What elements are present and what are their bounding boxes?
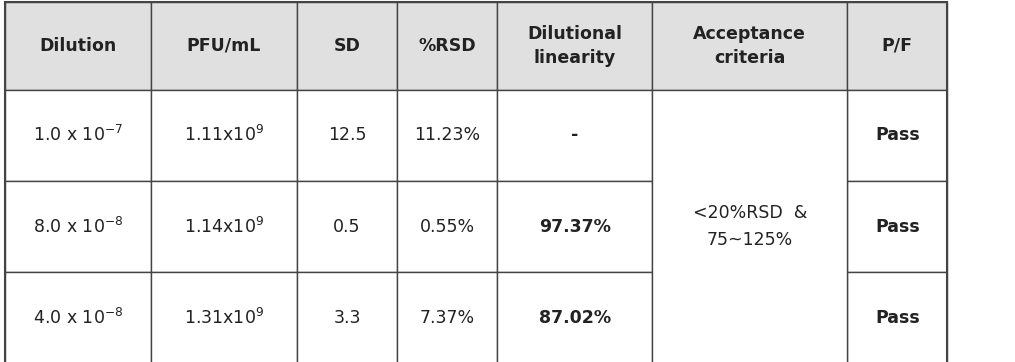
Bar xyxy=(5,181,151,272)
Bar xyxy=(397,181,497,272)
Text: 0.55%: 0.55% xyxy=(419,218,475,236)
Bar xyxy=(297,90,397,181)
Text: 3.3: 3.3 xyxy=(333,309,360,327)
Bar xyxy=(497,90,653,181)
Bar xyxy=(497,181,653,272)
Text: P/F: P/F xyxy=(882,37,912,55)
Text: 7.37%: 7.37% xyxy=(419,309,475,327)
Bar xyxy=(297,2,397,90)
Text: -: - xyxy=(570,126,579,144)
Text: 4.0 x 10$^{-8}$: 4.0 x 10$^{-8}$ xyxy=(32,308,123,328)
Text: Pass: Pass xyxy=(875,126,920,144)
Bar xyxy=(397,272,497,362)
Bar xyxy=(151,181,297,272)
Text: 1.14x10$^{9}$: 1.14x10$^{9}$ xyxy=(184,216,264,237)
Text: Pass: Pass xyxy=(875,309,920,327)
Text: Acceptance
criteria: Acceptance criteria xyxy=(693,25,806,67)
Text: Dilution: Dilution xyxy=(40,37,117,55)
Text: 87.02%: 87.02% xyxy=(539,309,611,327)
Bar xyxy=(848,181,947,272)
Bar xyxy=(151,272,297,362)
Bar xyxy=(653,90,848,362)
Bar xyxy=(297,181,397,272)
Text: 8.0 x 10$^{-8}$: 8.0 x 10$^{-8}$ xyxy=(32,216,123,237)
Bar xyxy=(397,90,497,181)
Text: 97.37%: 97.37% xyxy=(539,218,611,236)
Bar xyxy=(5,272,151,362)
Text: 0.5: 0.5 xyxy=(333,218,360,236)
Text: 12.5: 12.5 xyxy=(328,126,366,144)
Text: Dilutional
linearity: Dilutional linearity xyxy=(527,25,622,67)
Text: Pass: Pass xyxy=(875,218,920,236)
Text: 1.0 x 10$^{-7}$: 1.0 x 10$^{-7}$ xyxy=(33,125,123,146)
Text: <20%RSD  &
75~125%: <20%RSD & 75~125% xyxy=(692,205,807,249)
Bar xyxy=(497,2,653,90)
Bar xyxy=(397,2,497,90)
Text: 11.23%: 11.23% xyxy=(414,126,480,144)
Bar xyxy=(5,2,151,90)
Bar xyxy=(297,272,397,362)
Text: 1.11x10$^{9}$: 1.11x10$^{9}$ xyxy=(184,125,264,146)
Text: 1.31x10$^{9}$: 1.31x10$^{9}$ xyxy=(184,308,264,328)
Text: %RSD: %RSD xyxy=(418,37,476,55)
Bar xyxy=(653,2,848,90)
Bar xyxy=(848,2,947,90)
Bar xyxy=(848,90,947,181)
Text: SD: SD xyxy=(334,37,360,55)
Bar xyxy=(5,90,151,181)
Bar xyxy=(151,90,297,181)
Bar xyxy=(497,272,653,362)
Bar xyxy=(151,2,297,90)
Bar xyxy=(848,272,947,362)
Text: PFU/mL: PFU/mL xyxy=(187,37,261,55)
